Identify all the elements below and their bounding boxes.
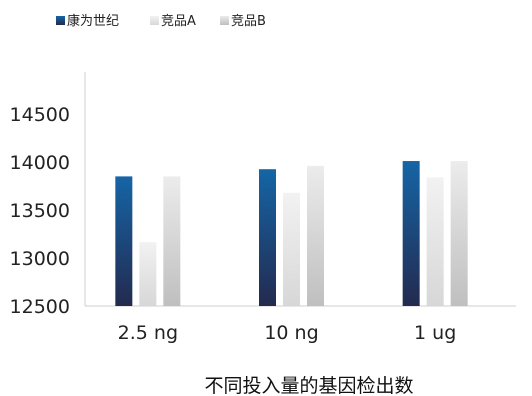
legend-label-3: 竞品B [231, 13, 266, 29]
bar-3-3 [450, 161, 468, 306]
x-tick-label: 1 ug [414, 322, 456, 344]
x-tick-label: 10 ng [264, 322, 318, 344]
bar-3-2 [307, 165, 324, 306]
x-axis-ticks: 2.5 ng 10 ng 1 ug [118, 322, 457, 344]
bar-1-1 [115, 176, 133, 306]
y-tick-label: 14000 [10, 152, 70, 174]
legend: 康为世纪 竞品A 竞品B [56, 13, 266, 29]
y-tick-label: 14500 [10, 104, 70, 126]
x-tick-label: 2.5 ng [118, 322, 178, 344]
bars [115, 161, 468, 306]
bar-1-2 [259, 169, 276, 306]
bar-2-3 [426, 177, 444, 306]
bar-2-1 [139, 242, 157, 306]
y-axis-ticks: 12500 13000 13500 14000 14500 [10, 104, 70, 318]
bar-3-1 [163, 176, 181, 306]
bar-1-3 [402, 161, 420, 306]
y-tick-label: 12500 [10, 296, 70, 318]
legend-swatch-1 [56, 16, 65, 25]
legend-swatch-2 [150, 16, 159, 25]
bar-2-2 [283, 192, 300, 306]
y-tick-label: 13500 [10, 200, 70, 222]
legend-label-2: 竞品A [161, 13, 196, 29]
y-tick-label: 13000 [10, 248, 70, 270]
legend-swatch-3 [220, 16, 229, 25]
legend-label-1: 康为世纪 [67, 13, 119, 29]
x-axis-title: 不同投入量的基因检出数 [204, 375, 413, 396]
